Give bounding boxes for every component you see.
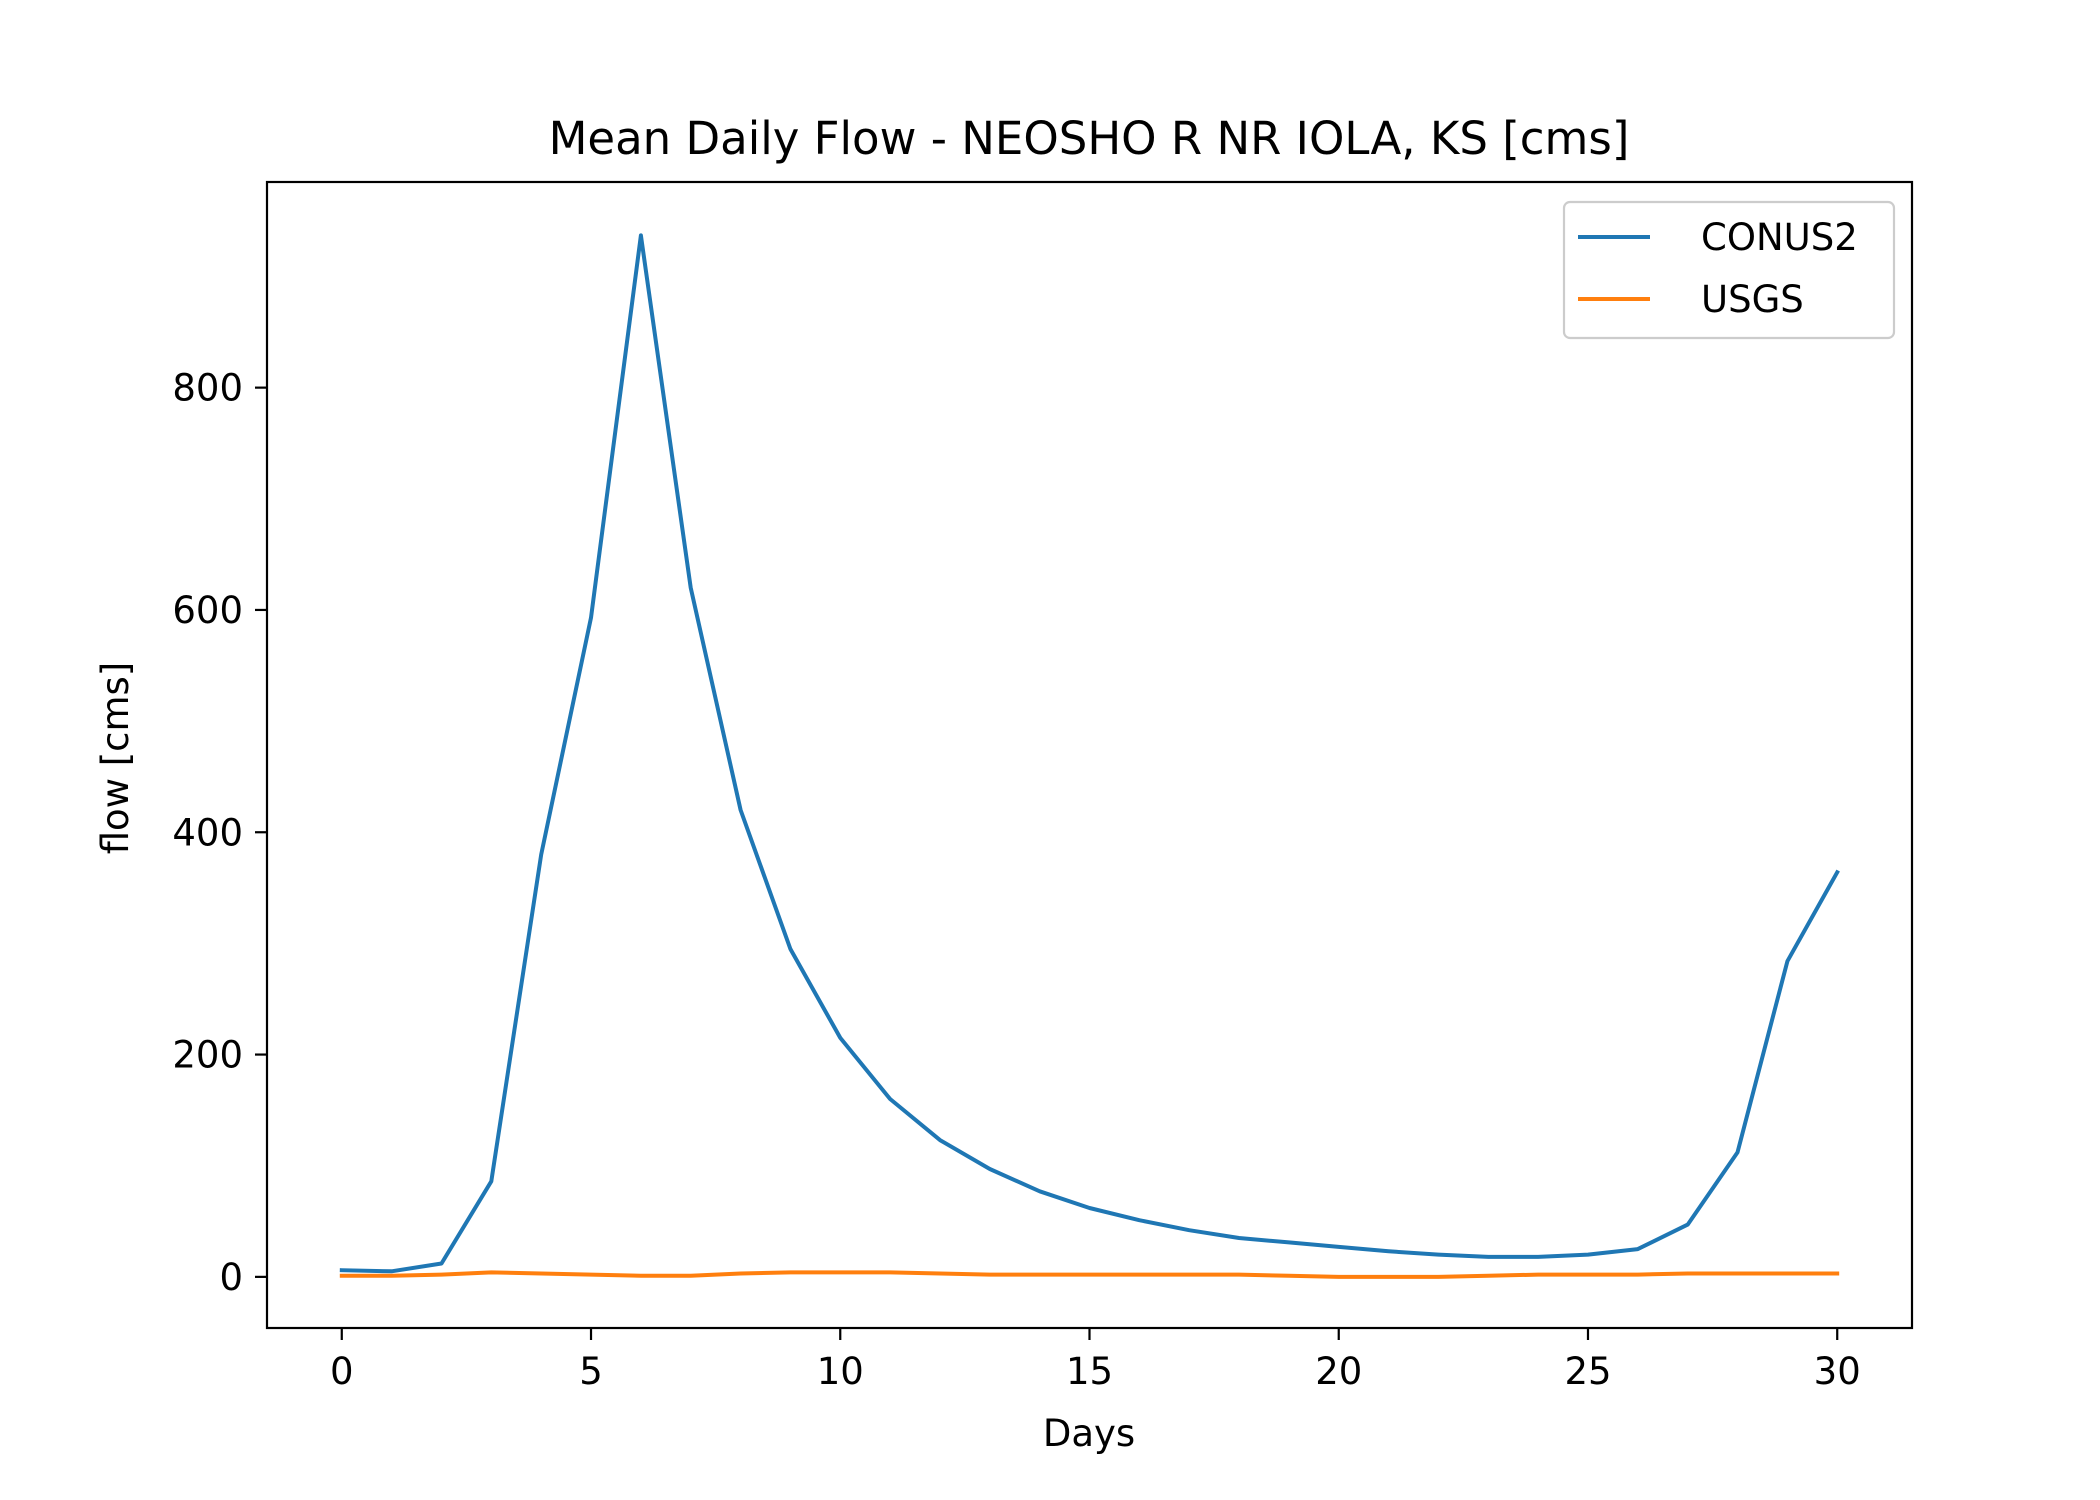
series-group [339,233,1840,1279]
y-tick-label: 0 [219,1256,243,1299]
x-tick-label: 10 [817,1350,864,1393]
y-axis-label: flow [cms] [94,662,137,855]
legend-label-usgs: USGS [1701,278,1804,321]
plot-background [267,182,1912,1328]
x-tick-label: 30 [1814,1350,1861,1393]
legend: CONUS2 USGS [1562,200,1896,340]
plot-area [267,182,1912,1328]
y-tick-label: 200 [172,1034,243,1077]
chart-title: Mean Daily Flow - NEOSHO R NR IOLA, KS [… [549,112,1630,165]
y-tick-label: 800 [172,367,243,410]
x-tick-label: 15 [1066,1350,1113,1393]
x-tick-label: 5 [579,1350,603,1393]
x-tick-label: 25 [1564,1350,1611,1393]
series-line-conus2 [339,233,1840,1274]
y-tick-label: 600 [172,589,243,632]
series-line-usgs [339,1270,1840,1279]
x-tick-label: 0 [330,1350,354,1393]
x-axis-label: Days [1043,1412,1135,1455]
axes-group: 0 5 10 15 20 25 30 0 200 400 600 800 [172,180,1914,1393]
y-tick-label: 400 [172,811,243,854]
x-tick-label: 20 [1315,1350,1362,1393]
legend-label-conus2: CONUS2 [1701,216,1858,259]
